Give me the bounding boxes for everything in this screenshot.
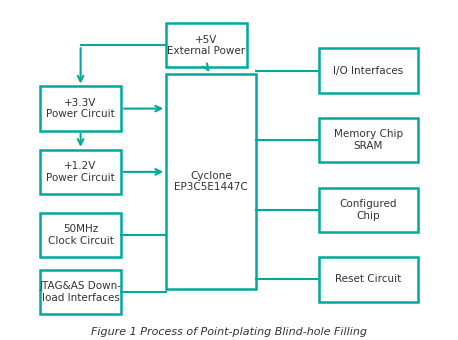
FancyBboxPatch shape — [166, 74, 256, 289]
Text: Cyclone
EP3C5E1447C: Cyclone EP3C5E1447C — [174, 171, 248, 192]
Text: 50MHz
Clock Circuit: 50MHz Clock Circuit — [48, 224, 114, 246]
Text: Reset Circuit: Reset Circuit — [335, 274, 402, 285]
FancyBboxPatch shape — [40, 86, 121, 131]
FancyBboxPatch shape — [319, 49, 418, 93]
Text: Configured
Chip: Configured Chip — [340, 199, 397, 221]
FancyBboxPatch shape — [40, 270, 121, 314]
FancyBboxPatch shape — [40, 213, 121, 257]
FancyBboxPatch shape — [319, 257, 418, 302]
Text: I/O Interfaces: I/O Interfaces — [333, 66, 403, 75]
Text: +3.3V
Power Circuit: +3.3V Power Circuit — [46, 98, 115, 119]
FancyBboxPatch shape — [40, 150, 121, 194]
Text: JTAG&AS Down-
load Interfaces: JTAG&AS Down- load Interfaces — [39, 281, 122, 303]
Text: +5V
External Power: +5V External Power — [168, 34, 245, 56]
Text: +1.2V
Power Circuit: +1.2V Power Circuit — [46, 161, 115, 183]
FancyBboxPatch shape — [319, 118, 418, 163]
Text: Figure 1 Process of Point-plating Blind-hole Filling: Figure 1 Process of Point-plating Blind-… — [91, 327, 367, 337]
FancyBboxPatch shape — [319, 188, 418, 232]
Text: Memory Chip
SRAM: Memory Chip SRAM — [334, 130, 403, 151]
FancyBboxPatch shape — [166, 23, 247, 67]
